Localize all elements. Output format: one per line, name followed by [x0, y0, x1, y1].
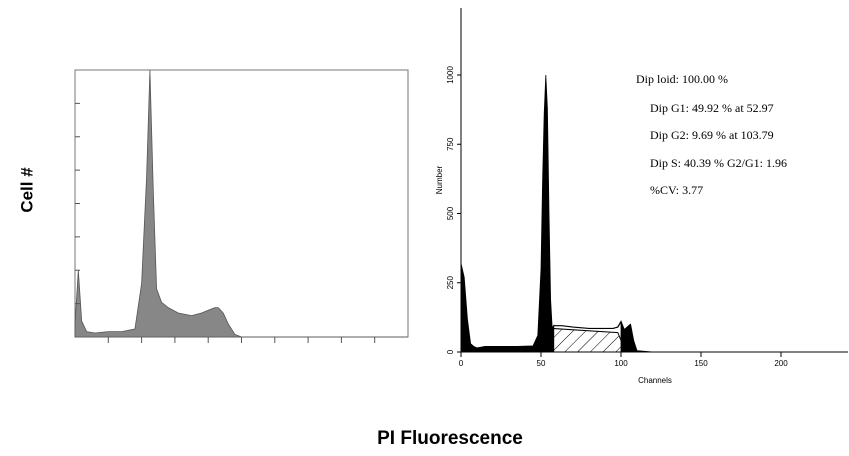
right-x-axis-label: Channels: [638, 376, 672, 385]
annotation-s-phase: Dip S: 40.39 % G2/G1: 1.96: [650, 156, 787, 170]
right-y-axis-label: Number: [435, 165, 444, 194]
stats-annotations: Dip loid: 100.00 % Dip G1: 49.92 % at 52…: [636, 72, 787, 197]
left-histogram-area: [74, 69, 408, 338]
right-y-tick-label: 1000: [446, 66, 455, 84]
annotation-diploid: Dip loid: 100.00 %: [636, 72, 728, 86]
g2-fit-curve: [551, 320, 631, 331]
annotation-g1: Dip G1: 49.92 % at 52.97: [650, 101, 774, 115]
annotation-g2: Dip G2: 9.69 % at 103.79: [650, 128, 774, 142]
right-x-tick-label: 100: [614, 359, 628, 368]
right-x-tick-label: 50: [537, 359, 546, 368]
right-y-tick-label: 250: [446, 276, 455, 290]
right-y-ticks: 0 250 500 750 1000: [446, 66, 461, 354]
left-x-ticks: [107, 337, 376, 343]
right-x-ticks: 0 50 100 150 200: [459, 352, 788, 368]
s-phase-region: [551, 327, 627, 353]
right-histogram-panel: 0 50 100 150 200 0 250 500 750 1000 Channels Num…: [435, 8, 848, 385]
right-x-tick-label: 200: [774, 359, 788, 368]
x-axis-label-main: PI Fluorescence: [377, 428, 523, 449]
right-y-tick-label: 0: [446, 349, 455, 354]
right-x-tick-label: 150: [694, 359, 708, 368]
right-histogram-area: [460, 74, 845, 353]
left-histogram-panel: [74, 69, 409, 343]
left-y-ticks: [75, 102, 80, 305]
right-y-tick-label: 500: [446, 206, 455, 220]
annotation-cv: %CV: 3.77: [650, 183, 703, 197]
right-y-tick-label: 750: [446, 137, 455, 151]
left-plot-frame: [74, 69, 409, 338]
right-x-tick-label: 0: [459, 359, 464, 368]
